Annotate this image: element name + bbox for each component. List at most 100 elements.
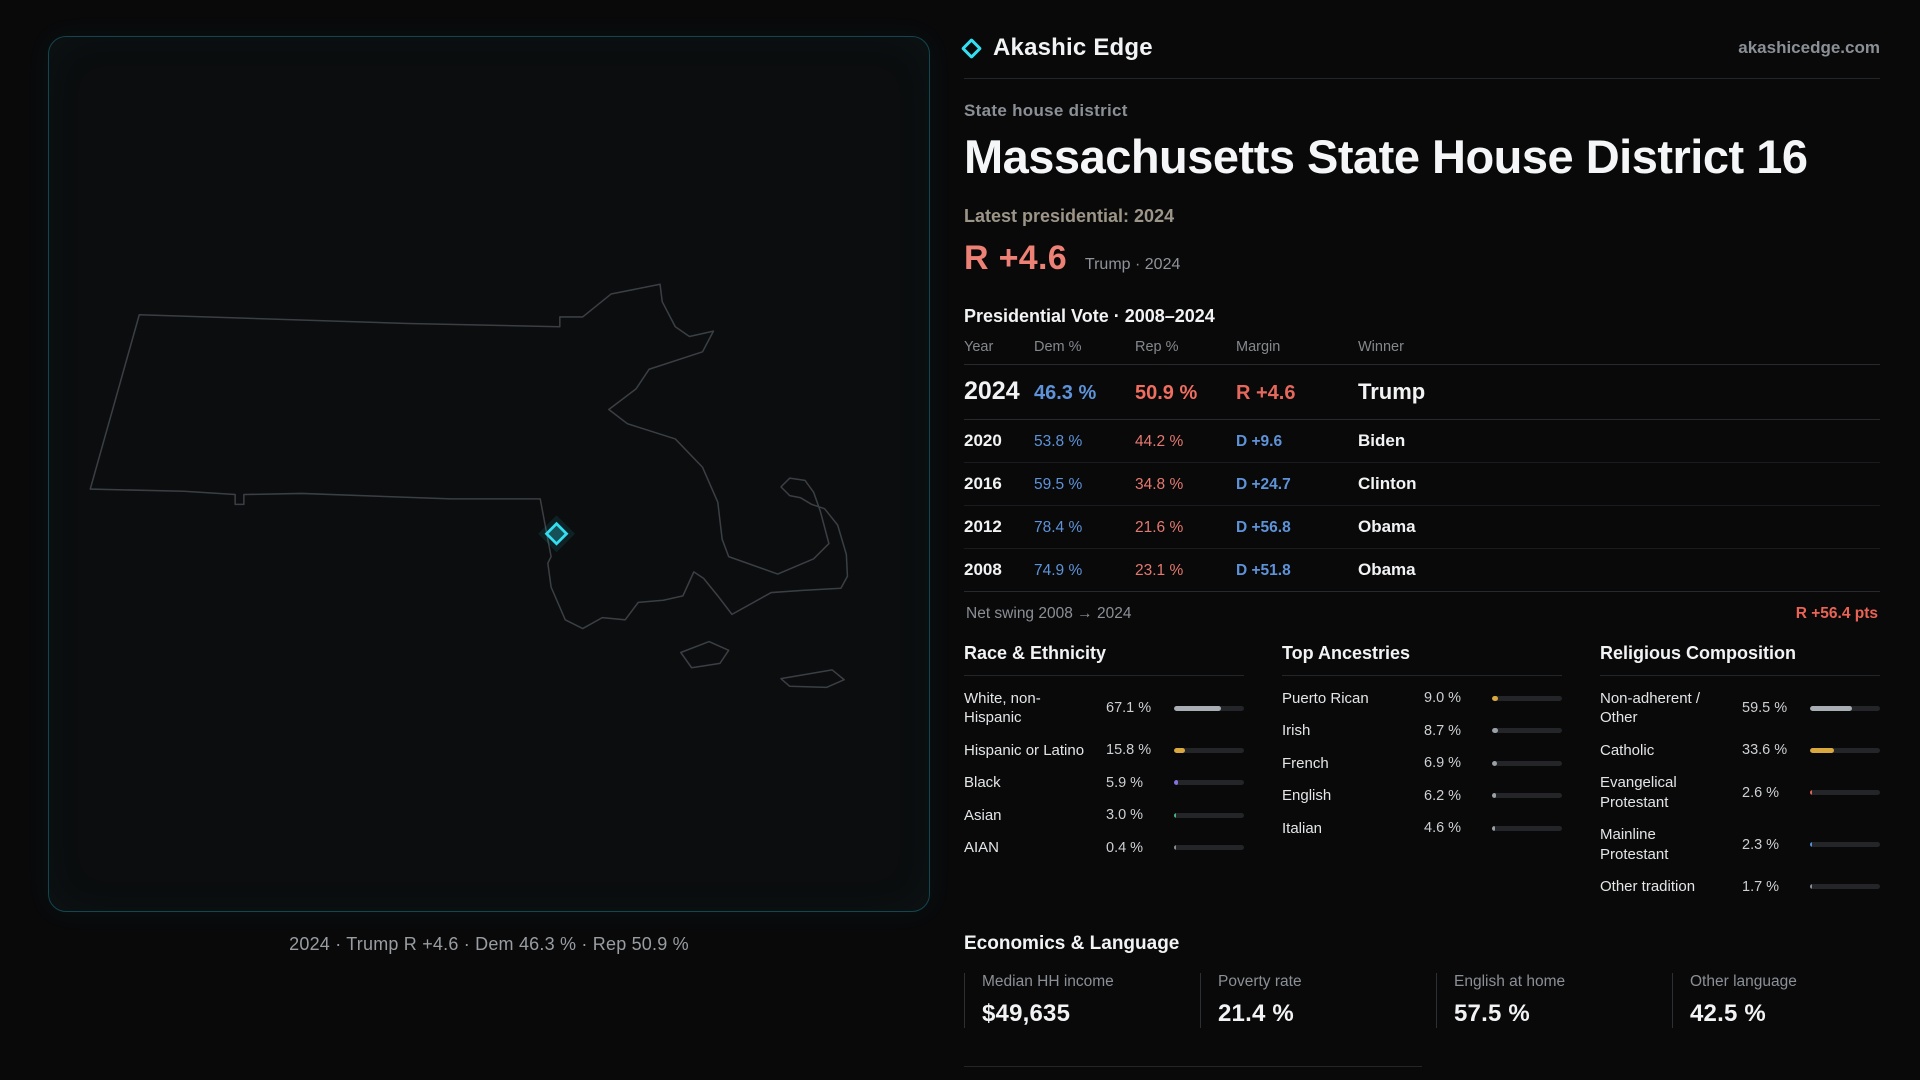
- headline-margin-group: R +4.6 Trump · 2024: [964, 239, 1880, 278]
- demographic-label: Puerto Rican: [1282, 689, 1369, 707]
- demographic-value: 4.6 %: [1424, 820, 1462, 837]
- stat-label: Median HH income: [982, 973, 1114, 990]
- demographic-label: Evangelical Protestant: [1600, 774, 1677, 811]
- bar-track: [1174, 747, 1244, 753]
- massachusetts-outline: [89, 283, 849, 630]
- demographic-label: White, non-Hispanic: [964, 689, 1041, 727]
- brand-diamond-icon: [960, 37, 983, 59]
- bar-track: [1810, 705, 1880, 711]
- year-cell: 2020: [964, 431, 1002, 450]
- demographic-value: 8.7 %: [1424, 722, 1462, 739]
- demographic-row: Evangelical Protestant 2.6 %: [1600, 767, 1880, 819]
- demographic-row: Irish 8.7 %: [1282, 715, 1562, 748]
- stat-median-hh-income: Median HH income $49,635: [964, 973, 1172, 1028]
- section-title: Religious Composition: [1600, 643, 1880, 676]
- bar-track: [1810, 747, 1880, 753]
- section-title: Top Ancestries: [1282, 643, 1562, 676]
- demographic-row: Catholic 33.6 %: [1600, 734, 1880, 767]
- demographic-value: 9.0 %: [1424, 690, 1462, 707]
- demographic-row: Puerto Rican 9.0 %: [1282, 682, 1562, 715]
- column-header-winner: Winner: [1358, 339, 1404, 355]
- demographic-label: French: [1282, 754, 1329, 772]
- margin-cell: D +9.6: [1236, 433, 1283, 450]
- economics-stats: Median HH income $49,635 Poverty rate 21…: [964, 973, 1880, 1028]
- massachusetts-map: [89, 283, 849, 689]
- rep-cell: 44.2 %: [1135, 433, 1184, 450]
- stat-english-at-home: English at home 57.5 %: [1436, 973, 1644, 1028]
- stat-value: 21.4 %: [1218, 1000, 1294, 1027]
- demographic-row: Hispanic or Latino 15.8 %: [964, 734, 1244, 767]
- net-swing-value: R +56.4 pts: [1795, 605, 1878, 622]
- demographic-value: 6.9 %: [1424, 755, 1462, 772]
- demographic-label: Asian: [964, 806, 1002, 824]
- bar-track: [1492, 760, 1562, 766]
- margin-cell: D +24.7: [1236, 476, 1291, 493]
- stat-value: 42.5 %: [1690, 1000, 1766, 1027]
- bar-fill: [1174, 812, 1177, 818]
- bar-track: [1810, 790, 1880, 795]
- column-header-dem: Dem %: [1034, 339, 1082, 355]
- bar-fill: [1492, 695, 1499, 701]
- demographic-row: Italian 4.6 %: [1282, 812, 1562, 845]
- vote-row-2024: 2024 46.3 % 50.9 % R +4.6 Trump: [964, 365, 1880, 420]
- demographic-row: White, non-Hispanic 67.1 %: [964, 682, 1244, 734]
- stat-label: English at home: [1454, 973, 1566, 990]
- footer-divider: [964, 1066, 1422, 1067]
- district-map-panel: [48, 36, 930, 912]
- stat-value: $49,635: [982, 1000, 1071, 1027]
- margin-cell: D +56.8: [1236, 519, 1291, 536]
- demographic-label: Black: [964, 774, 1001, 791]
- margin-cell: D +51.8: [1236, 562, 1291, 579]
- site-link[interactable]: akashicedge.com: [1738, 38, 1880, 57]
- bar-fill: [1810, 884, 1812, 890]
- stat-label: Other language: [1690, 973, 1797, 990]
- dem-cell: 59.5 %: [1034, 476, 1083, 493]
- demographic-row: Non-adherent / Other 59.5 %: [1600, 682, 1880, 734]
- column-header-rep: Rep %: [1135, 339, 1179, 355]
- bar-fill: [1492, 825, 1496, 831]
- demographic-label: Mainline Protestant: [1600, 826, 1669, 863]
- stat-value: 57.5 %: [1454, 1000, 1530, 1027]
- brand-name: Akashic Edge: [993, 34, 1153, 61]
- demographic-value: 0.4 %: [1106, 839, 1144, 856]
- demographic-row: Other tradition 1.7 %: [1600, 871, 1880, 904]
- vote-row-2016: 2016 59.5 % 34.8 % D +24.7 Clinton: [964, 463, 1880, 506]
- headline-margin-sub: Trump · 2024: [1084, 256, 1181, 273]
- demographic-label: Italian: [1282, 819, 1323, 837]
- net-swing-row: Net swing 2008 → 2024 R +56.4 pts: [964, 592, 1880, 635]
- bar-fill: [1810, 842, 1812, 847]
- demographic-label: Hispanic or Latino: [964, 741, 1085, 759]
- demographic-value: 59.5 %: [1742, 700, 1788, 716]
- demographic-row: Asian 3.0 %: [964, 799, 1244, 832]
- demographics-grid: Race & Ethnicity White, non-Hispanic 67.…: [964, 643, 1880, 903]
- demographic-row: English 6.2 %: [1282, 780, 1562, 813]
- demographic-row: Black 5.9 %: [964, 767, 1244, 800]
- dem-cell: 78.4 %: [1034, 519, 1083, 536]
- bar-track: [1492, 695, 1562, 701]
- demographic-value: 2.3 %: [1742, 836, 1780, 853]
- year-cell: 2008: [964, 560, 1002, 579]
- economics-section-title: Economics & Language: [964, 933, 1180, 954]
- demographic-label: Catholic: [1600, 741, 1655, 759]
- page-title: Massachusetts State House District 16: [964, 130, 1808, 183]
- margin-cell: R +4.6: [1236, 382, 1296, 404]
- net-swing-label: Net swing 2008 → 2024: [966, 605, 1132, 622]
- rep-cell: 34.8 %: [1135, 476, 1184, 493]
- dem-cell: 53.8 %: [1034, 433, 1083, 450]
- race-ethnicity-section: Race & Ethnicity White, non-Hispanic 67.…: [964, 643, 1244, 903]
- bar-track: [1174, 705, 1244, 711]
- winner-cell: Obama: [1358, 560, 1416, 579]
- demographic-value: 1.7 %: [1742, 878, 1780, 895]
- dem-cell: 46.3 %: [1034, 382, 1097, 404]
- column-header-year: Year: [964, 339, 994, 355]
- latest-presidential-label: Latest presidential: 2024: [964, 206, 1175, 226]
- winner-cell: Biden: [1358, 431, 1406, 450]
- bar-fill: [1174, 705, 1221, 711]
- bar-track: [1492, 825, 1562, 831]
- stat-poverty-rate: Poverty rate 21.4 %: [1200, 973, 1408, 1028]
- bar-track: [1810, 842, 1880, 847]
- bar-fill: [1174, 845, 1176, 851]
- demographic-label: AIAN: [964, 839, 1000, 856]
- dem-cell: 74.9 %: [1034, 562, 1083, 579]
